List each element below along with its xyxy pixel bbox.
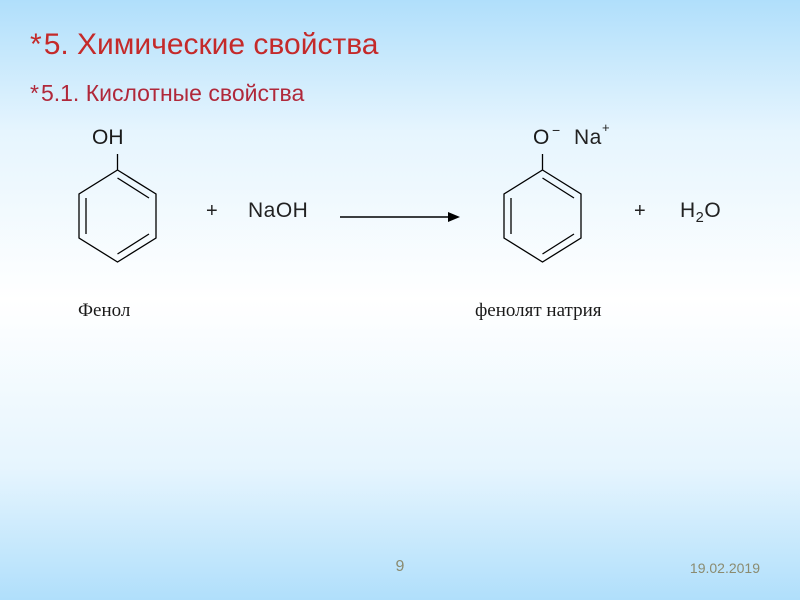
reaction-diagram: OH Фенол + NaOH O − Na + фенолят на — [0, 120, 800, 380]
phenolate-o-charge: − — [552, 122, 560, 138]
subsection-title-text: 5.1. Кислотные свойства — [41, 80, 304, 107]
section-title: * 5. Химические свойства — [30, 28, 378, 62]
water-o: O — [704, 199, 721, 222]
phenol-oh-group: OH — [92, 126, 124, 150]
product-water: H2O — [680, 199, 721, 226]
plus-sign-left: + — [206, 200, 218, 223]
reagent-naoh: NaOH — [248, 199, 308, 223]
phenolate-o: O — [533, 126, 549, 150]
water-h: H — [680, 199, 696, 222]
phenolate-ring — [495, 154, 590, 264]
phenol-name: Фенол — [78, 300, 130, 322]
asterisk-icon: * — [30, 28, 42, 62]
subsection-title: * 5.1. Кислотные свойства — [30, 80, 304, 107]
slide-date: 19.02.2019 — [690, 560, 760, 576]
section-title-text: 5. Химические свойства — [44, 28, 379, 62]
plus-sign-right: + — [634, 200, 646, 223]
asterisk-icon: * — [30, 80, 39, 107]
sodium-cation-charge: + — [602, 120, 610, 135]
reaction-arrow — [340, 210, 460, 224]
phenol-ring — [70, 154, 165, 264]
slide-number: 9 — [396, 558, 405, 576]
phenolate-name: фенолят натрия — [475, 300, 602, 322]
sodium-cation: Na — [574, 126, 602, 150]
